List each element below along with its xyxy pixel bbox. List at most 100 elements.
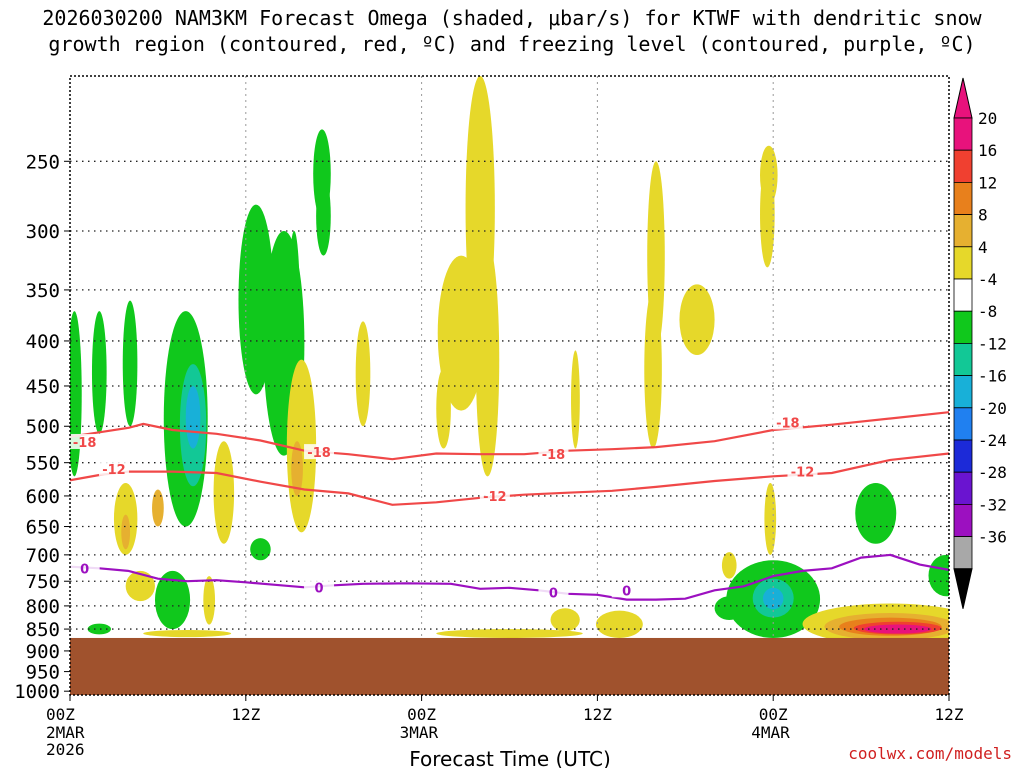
y-tick-label-500: 500 xyxy=(26,416,60,438)
omega-cell-50 xyxy=(864,624,932,634)
colorbar-label-8: -16 xyxy=(978,367,1007,386)
omega-cell-5 xyxy=(185,385,201,449)
contour-label-bg-1-1 xyxy=(479,487,510,503)
colorbar-label-12: -32 xyxy=(978,495,1007,514)
omega-cell-40 xyxy=(855,482,897,544)
colorbar-bin-8 xyxy=(953,375,973,409)
omega-cell-12 xyxy=(154,570,191,630)
omega-cell-28 xyxy=(436,629,583,638)
contour-label-1-1: -12 xyxy=(483,490,507,505)
contour-label-bg-2-1 xyxy=(304,579,335,595)
colorbar-label-9: -20 xyxy=(978,399,1007,418)
x-tick-label-0: 00Z xyxy=(46,705,75,724)
omega-cell-27 xyxy=(475,243,500,477)
colorbar-label-11: -28 xyxy=(978,463,1007,482)
x-tick-label-4: 00Z xyxy=(759,705,788,724)
contour-label-bg-2-3 xyxy=(611,582,642,598)
contour-label-bg-2-2 xyxy=(538,584,569,600)
omega-cell-34 xyxy=(679,284,715,356)
omega-cell-29 xyxy=(550,608,580,632)
colorbar-bin-12 xyxy=(953,503,973,537)
y-tick-label-950: 950 xyxy=(26,662,60,684)
colorbar-bin-11 xyxy=(953,471,973,505)
colorbar-bin-6 xyxy=(953,310,973,344)
contour-label-bg-1-0 xyxy=(98,460,129,476)
terrain-fill xyxy=(70,637,949,695)
y-tick-label-850: 850 xyxy=(26,619,60,641)
contour-label-1-2: -12 xyxy=(791,466,815,481)
contour-label-2-3: 0 xyxy=(622,584,631,599)
chart-title-line-2: growth region (contoured, red, ºC) and f… xyxy=(48,32,976,56)
omega-cell-45 xyxy=(714,596,744,620)
y-tick-label-750: 750 xyxy=(26,571,60,593)
contour-label-bg-0-0 xyxy=(70,433,100,449)
x-tick-sublabel-0-0: 2MAR xyxy=(46,723,85,742)
colorbar-label-13: -36 xyxy=(978,528,1007,547)
contour-line-2 xyxy=(70,553,949,601)
omega-cell-10 xyxy=(288,230,301,395)
y-tick-label-700: 700 xyxy=(26,545,60,567)
omega-cell-13 xyxy=(87,623,112,635)
omega-cell-38 xyxy=(721,552,737,579)
contour-label-bg-0-3 xyxy=(772,414,803,430)
omega-cell-14 xyxy=(355,321,371,427)
chart-title-line-1: 2026030200 NAM3KM Forecast Omega (shaded… xyxy=(42,6,982,30)
colorbar-label-7: -12 xyxy=(978,334,1007,353)
y-axis-pressure: 2503003504004505005506006507007508008509… xyxy=(14,151,70,703)
contour-label-bg-0-1 xyxy=(304,444,335,460)
omega-cell-2 xyxy=(122,300,138,427)
contour-label-0-1: -18 xyxy=(307,446,331,461)
omega-cell-1 xyxy=(91,311,107,434)
colorbar-bin-9 xyxy=(953,407,973,441)
omega-cell-30 xyxy=(571,350,580,449)
credit-text: coolwx.com/models xyxy=(848,744,1012,763)
x-axis-title: Forecast Time (UTC) xyxy=(409,747,611,768)
colorbar-top-arrow xyxy=(953,77,973,119)
omega-cell-23 xyxy=(143,629,232,638)
colorbar-bin-1 xyxy=(953,149,973,183)
colorbar-bin-4 xyxy=(953,246,973,280)
omega-cell-21 xyxy=(125,570,155,602)
contour-label-2-0: 0 xyxy=(80,562,89,577)
y-tick-label-400: 400 xyxy=(26,331,60,353)
contour-label-2-1: 0 xyxy=(315,581,324,596)
omega-cell-17 xyxy=(213,441,235,544)
colorbar-label-5: -4 xyxy=(978,270,997,289)
x-tick-label-3: 12Z xyxy=(583,705,612,724)
plot-frame xyxy=(69,75,950,696)
omega-cell-33 xyxy=(644,289,662,449)
omega-cell-25 xyxy=(436,368,451,449)
y-tick-label-800: 800 xyxy=(26,596,60,618)
colorbar-label-2: 12 xyxy=(978,173,997,192)
colorbar-bin-7 xyxy=(953,342,973,376)
colorbar-label-6: -8 xyxy=(978,302,997,321)
y-tick-label-350: 350 xyxy=(26,280,60,302)
colorbar-bin-0 xyxy=(953,117,973,151)
contour-line-1 xyxy=(70,452,949,506)
contour-label-bg-1-2 xyxy=(787,463,818,479)
omega-cell-18 xyxy=(152,489,164,527)
contour-label-1-0: -12 xyxy=(102,463,126,478)
colorbar-bin-13 xyxy=(953,536,973,570)
omega-cell-36 xyxy=(760,161,775,268)
colorbar-bottom-arrow xyxy=(953,568,973,609)
y-tick-label-450: 450 xyxy=(26,376,60,398)
omega-cell-31 xyxy=(595,610,643,638)
colorbar-legend: 20 16 12 8 4 -4 -8 -12 -16 -20 -24 -28 -32 -36 xyxy=(953,77,1007,609)
y-tick-label-300: 300 xyxy=(26,221,60,243)
contour-label-0-0: -18 xyxy=(73,436,97,451)
contour-label-bg-2-0 xyxy=(70,560,100,576)
y-tick-label-550: 550 xyxy=(26,453,60,475)
omega-cell-11 xyxy=(250,538,271,561)
x-tick-sublabel-2-0: 3MAR xyxy=(400,723,439,742)
x-tick-label-1: 12Z xyxy=(231,705,260,724)
contour-label-2-2: 0 xyxy=(549,586,558,601)
x-tick-label-5: 12Z xyxy=(935,705,964,724)
omega-cell-9 xyxy=(316,176,331,256)
y-tick-label-650: 650 xyxy=(26,517,60,539)
omega-cell-16 xyxy=(291,441,303,496)
colorbar-label-1: 16 xyxy=(978,141,997,160)
colorbar-label-0: 20 xyxy=(978,109,997,128)
y-tick-label-1000: 1000 xyxy=(14,681,60,703)
